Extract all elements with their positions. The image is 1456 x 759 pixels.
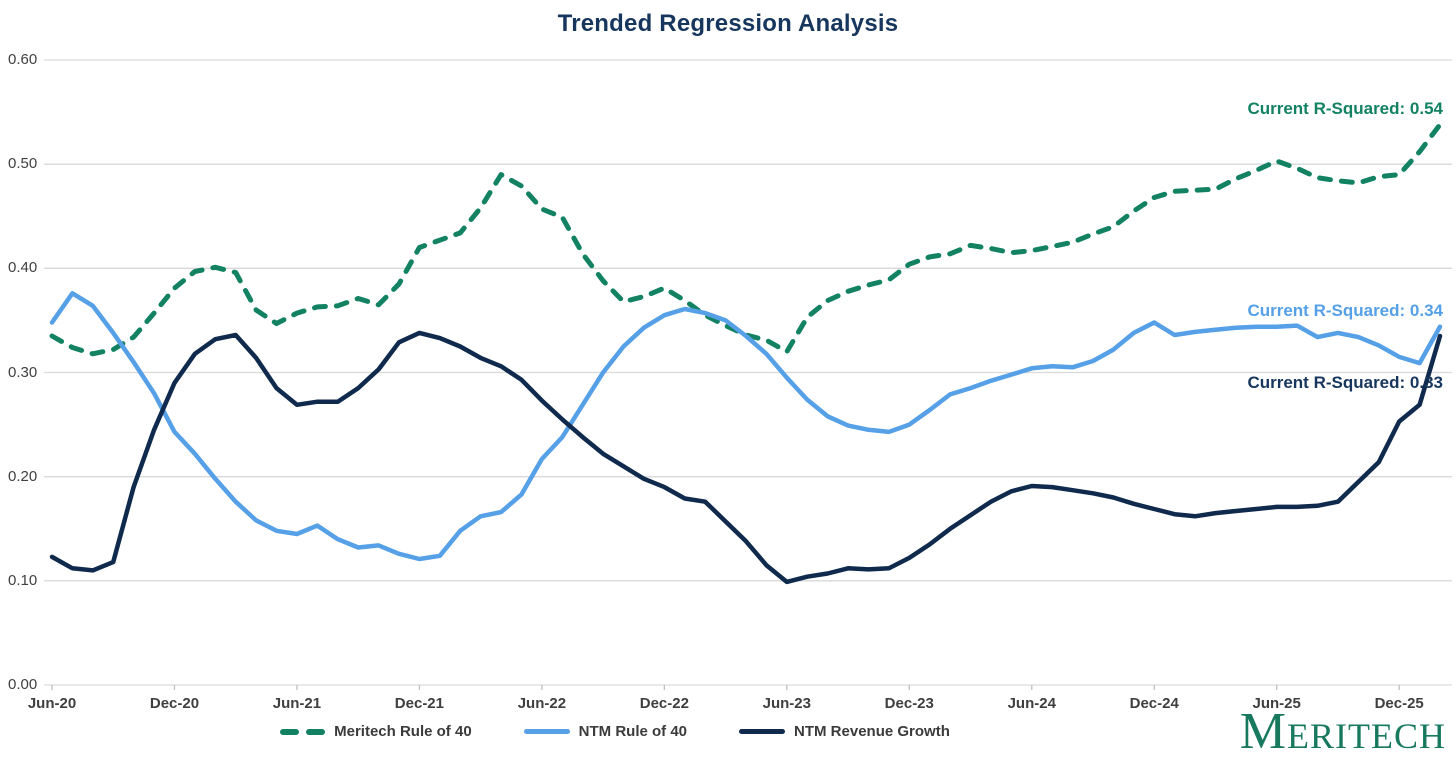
chart-legend: Meritech Rule of 40 NTM Rule of 40 NTM R…: [0, 723, 1230, 740]
y-axis-tick-label: 0.40: [8, 259, 38, 277]
y-axis-tick-label: 0.10: [8, 571, 38, 589]
x-axis-tick-label: Jun-22: [517, 695, 567, 712]
x-axis-tick-label: Jun-23: [762, 695, 811, 712]
x-axis-tick-label: Jun-21: [272, 695, 322, 712]
x-axis-tick-label: Dec-23: [884, 695, 934, 712]
series-line-ntm-revenue-growth: [49, 330, 1443, 585]
r-squared-annotation-ntm-growth: Current R-Squared: 0.33: [1247, 373, 1443, 392]
gridlines: [44, 59, 1452, 686]
dashed-line-swatch-icon: [280, 728, 326, 735]
series-line-ntm-rule-of-40: [49, 291, 1443, 562]
legend-label: NTM Rule of 40: [578, 723, 688, 740]
legend-label: Meritech Rule of 40: [334, 723, 472, 740]
solid-line-swatch-icon: [523, 729, 570, 734]
legend-label: NTM Revenue Growth: [794, 723, 950, 740]
series-line-meritech-rule-of-40: [49, 122, 1443, 357]
x-axis-tick-label: Jun-24: [1007, 695, 1056, 712]
x-axis-tick-label: Jun-20: [27, 695, 77, 712]
solid-line-swatch-icon: [739, 729, 786, 734]
x-axis-ticks: [51, 685, 1400, 690]
page-title: Trended Regression Analysis: [557, 10, 899, 37]
legend-item-meritech-rule-of-40: Meritech Rule of 40: [280, 723, 472, 740]
y-axis-tick-label: 0.30: [8, 363, 38, 381]
x-axis-tick-label: Dec-24: [1129, 695, 1179, 712]
r-squared-annotation-meritech: Current R-Squared: 0.54: [1247, 99, 1443, 118]
legend-item-ntm-rule-of-40: NTM Rule of 40: [523, 723, 688, 740]
y-axis-tick-label: 0.50: [8, 155, 38, 173]
x-axis-tick-label: Dec-21: [394, 695, 444, 712]
x-axis-tick-label: Dec-25: [1374, 695, 1424, 712]
meritech-logo: Meritech: [1239, 703, 1446, 759]
x-axis-tick-label: Dec-20: [149, 695, 200, 712]
legend-item-ntm-revenue-growth: NTM Revenue Growth: [739, 723, 950, 740]
x-axis-tick-label: Jun-25: [1252, 695, 1301, 712]
r-squared-annotation-ntm-rule40: Current R-Squared: 0.34: [1247, 301, 1443, 320]
y-axis-tick-label: 0.60: [8, 51, 38, 68]
y-axis-tick-label: 0.20: [8, 467, 38, 485]
y-axis-tick-label: 0.00: [8, 676, 38, 693]
x-axis-tick-label: Dec-22: [639, 695, 689, 712]
